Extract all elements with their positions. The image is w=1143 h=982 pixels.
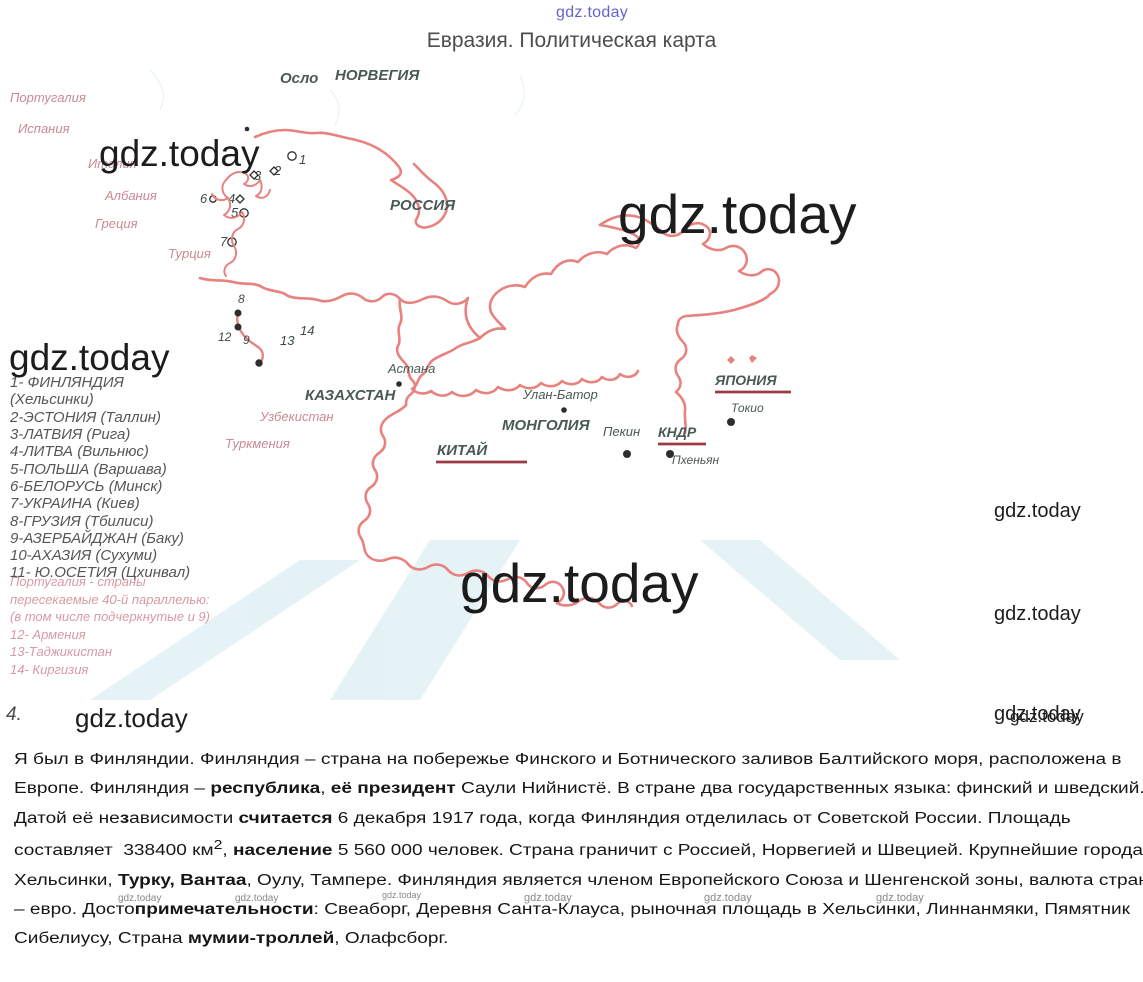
svg-text:Осло: Осло xyxy=(280,70,318,87)
svg-text:Токио: Токио xyxy=(731,401,764,415)
svg-text:Португалия: Португалия xyxy=(10,90,86,105)
svg-text:Пхеньян: Пхеньян xyxy=(672,453,720,467)
svg-text:КИТАЙ: КИТАЙ xyxy=(437,441,488,459)
svg-text:НОРВЕГИЯ: НОРВЕГИЯ xyxy=(335,67,420,84)
svg-text:Испания: Испания xyxy=(18,121,70,136)
svg-text:Улан-Батор: Улан-Батор xyxy=(522,387,598,402)
svg-text:7: 7 xyxy=(220,234,228,249)
svg-text:ЯПОНИЯ: ЯПОНИЯ xyxy=(714,372,777,388)
svg-text:12: 12 xyxy=(218,330,232,344)
svg-text:КАЗАХСТАН: КАЗАХСТАН xyxy=(305,387,396,404)
svg-text:14: 14 xyxy=(300,323,314,338)
svg-text:Пекин: Пекин xyxy=(603,424,640,439)
svg-text:Греция: Греция xyxy=(95,216,138,231)
svg-text:6: 6 xyxy=(200,191,208,206)
svg-text:13: 13 xyxy=(280,333,295,348)
svg-text:1: 1 xyxy=(299,152,306,167)
svg-text:РОССИЯ: РОССИЯ xyxy=(390,197,456,214)
svg-text:9: 9 xyxy=(243,333,250,347)
svg-text:Турция: Турция xyxy=(168,246,211,261)
svg-text:8: 8 xyxy=(238,292,245,306)
svg-text:Астана: Астана xyxy=(387,361,435,376)
svg-text:КНДР: КНДР xyxy=(658,424,697,440)
svg-text:МОНГОЛИЯ: МОНГОЛИЯ xyxy=(502,417,591,434)
svg-text:Албания: Албания xyxy=(104,188,157,203)
